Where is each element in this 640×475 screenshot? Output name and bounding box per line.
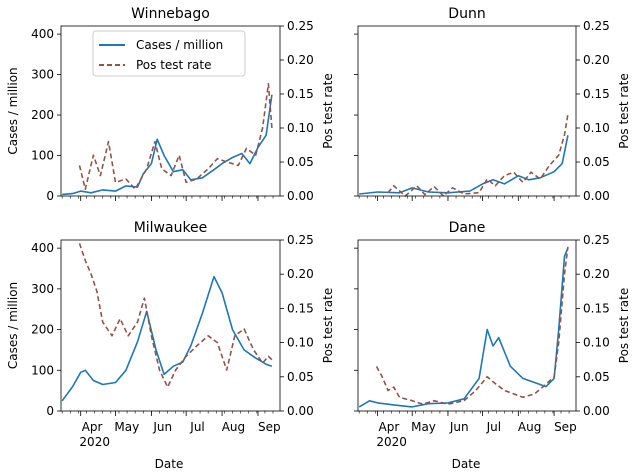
panel-title-dunn: Dunn <box>448 6 485 22</box>
month-tick-label: Apr <box>82 420 103 434</box>
right-axis-label-dunn: Pos test rate <box>617 73 631 148</box>
left-tick-label: 200 <box>31 323 54 337</box>
left-tick-label: 100 <box>31 149 54 163</box>
plot-frame-milwaukee <box>60 239 281 412</box>
panel-winnebago: Winnebago 0 100 200 300 400 0.00 0.05 0.10 0.15 0.… <box>6 6 335 203</box>
cases-line-dane <box>358 247 569 408</box>
left-axis-label-milwaukee: Cases / million <box>6 282 20 369</box>
right-tick-label: 0.25 <box>583 19 610 33</box>
panel-title-winnebago: Winnebago <box>131 6 210 22</box>
legend-frame <box>92 30 246 77</box>
left-tick-label: 100 <box>31 363 54 377</box>
right-tick-label: 0.20 <box>583 267 610 281</box>
cases-line-winnebago <box>62 94 273 196</box>
panel-title-dane: Dane <box>449 220 486 236</box>
month-tick-label: Sep <box>554 420 577 434</box>
month-tick-label: Jun <box>449 420 469 434</box>
month-tick-label: Apr <box>379 420 400 434</box>
right-tick-label: 0.10 <box>287 336 314 350</box>
legend-pos-label: Pos test rate <box>136 58 211 72</box>
month-tick-label: Aug <box>518 420 541 434</box>
right-tick-label: 0.15 <box>287 301 314 315</box>
right-tick-label: 0.00 <box>583 189 610 203</box>
left-tick-label: 0 <box>46 404 54 418</box>
right-axis-label-dane: Pos test rate <box>617 288 631 363</box>
right-tick-label: 0.10 <box>583 121 610 135</box>
left-tick-label: 0 <box>46 189 54 203</box>
x-axis-label-left: Date <box>155 457 184 471</box>
panel-dunn: Dunn 0.00 0.05 0.10 0.15 0.20 0.25 Pos test rat… <box>354 6 631 203</box>
right-tick-label: 0.25 <box>583 233 610 247</box>
month-tick-label: May <box>411 420 436 434</box>
right-tick-label: 0.25 <box>287 233 314 247</box>
right-tick-label: 0.00 <box>287 189 314 203</box>
month-tick-label: May <box>114 420 139 434</box>
month-tick-label: Sep <box>258 420 281 434</box>
panel-milwaukee: Milwaukee 0 100 200 300 400 0.00 0.05 0.10 0.15 0.… <box>6 220 335 449</box>
left-tick-label: 200 <box>31 108 54 122</box>
x-axis-label-right: Date <box>452 457 481 471</box>
right-axis-label-winnebago: Pos test rate <box>321 73 335 148</box>
pos-rate-line-dane <box>375 246 569 406</box>
left-tick-label: 400 <box>31 241 54 255</box>
right-tick-label: 0.05 <box>287 155 314 169</box>
panel-title-milwaukee: Milwaukee <box>134 220 208 236</box>
month-tick-label: Jul <box>189 420 204 434</box>
right-tick-label: 0.05 <box>583 155 610 169</box>
right-tick-label: 0.05 <box>583 370 610 384</box>
legend-cases-label: Cases / million <box>136 38 223 52</box>
right-axis-label-milwaukee: Pos test rate <box>321 288 335 363</box>
right-tick-label: 0.15 <box>583 301 610 315</box>
right-tick-label: 0.25 <box>287 19 314 33</box>
left-tick-label: 400 <box>31 27 54 41</box>
left-axis-label-winnebago: Cases / million <box>6 67 20 154</box>
right-tick-label: 0.15 <box>583 87 610 101</box>
year-tick-label: 2020 <box>79 435 110 449</box>
month-tick-label: Jul <box>486 420 501 434</box>
month-tick-label: Jun <box>152 420 172 434</box>
right-tick-label: 0.15 <box>287 87 314 101</box>
right-tick-label: 0.10 <box>583 336 610 350</box>
right-tick-label: 0.10 <box>287 121 314 135</box>
right-tick-label: 0.00 <box>583 404 610 418</box>
left-tick-label: 300 <box>31 282 54 296</box>
plot-frame-winnebago <box>60 25 281 197</box>
left-tick-label: 300 <box>31 68 54 82</box>
right-tick-label: 0.05 <box>287 370 314 384</box>
plot-frame-dane <box>357 239 577 412</box>
panels: Winnebago 0 100 200 300 400 0.00 0.05 0.10 0.15 0.… <box>6 6 631 449</box>
pos-rate-line-milwaukee <box>78 243 273 388</box>
cases-line-dunn <box>359 135 569 195</box>
right-tick-label: 0.00 <box>287 404 314 418</box>
cases-line-milwaukee <box>61 275 273 402</box>
right-tick-label: 0.20 <box>583 53 610 67</box>
pos-rate-line-winnebago <box>78 83 273 190</box>
year-tick-label: 2020 <box>376 435 407 449</box>
plot-frame-dunn <box>357 25 577 197</box>
legend: Cases / million Pos test rate <box>92 30 246 77</box>
panel-dane: Dane 0.00 0.05 0.10 0.15 0.20 0.25 Apr May Jun Jul… <box>354 220 631 449</box>
month-tick-label: Aug <box>222 420 245 434</box>
pos-rate-line-dunn <box>387 114 569 197</box>
right-tick-label: 0.20 <box>287 267 314 281</box>
shared-labels: Date Date <box>155 457 481 471</box>
right-tick-label: 0.20 <box>287 53 314 67</box>
